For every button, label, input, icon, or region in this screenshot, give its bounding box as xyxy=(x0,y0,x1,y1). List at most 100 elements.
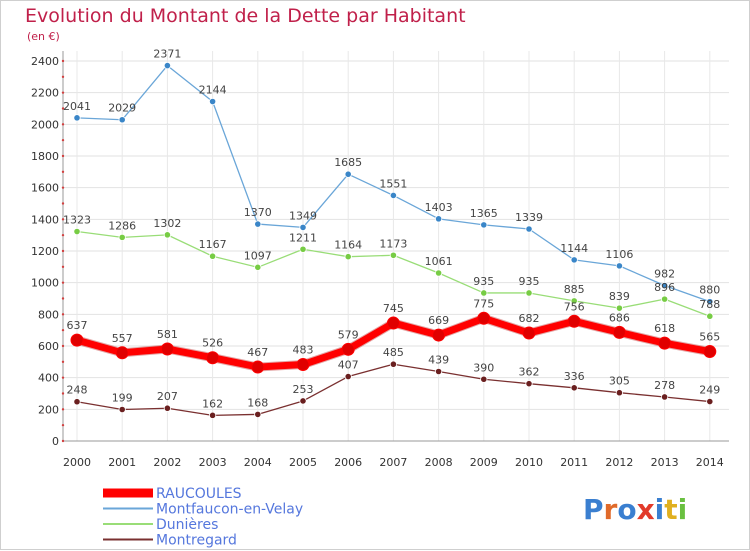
data-label: 162 xyxy=(202,397,223,410)
x-tick-label: 2005 xyxy=(289,456,317,469)
data-point xyxy=(660,393,669,401)
data-label: 745 xyxy=(383,302,404,315)
data-point xyxy=(525,289,533,297)
logo-letter: i xyxy=(655,493,665,526)
data-label: 2144 xyxy=(199,84,227,97)
data-point xyxy=(660,281,669,290)
data-point xyxy=(341,342,355,356)
data-label: 2371 xyxy=(153,48,181,61)
data-label: 618 xyxy=(654,322,675,335)
y-minor-tick xyxy=(61,123,65,126)
y-tick-label: 1600 xyxy=(31,182,59,195)
data-label: 1173 xyxy=(379,237,407,250)
y-minor-tick xyxy=(61,138,65,142)
y-tick-label: 1000 xyxy=(31,277,59,290)
x-tick-label: 2007 xyxy=(379,456,407,469)
legend-label: RAUCOULES xyxy=(156,486,242,502)
y-minor-tick xyxy=(61,328,65,332)
data-point xyxy=(567,314,581,328)
data-label: 896 xyxy=(654,281,675,294)
x-tick-label: 2014 xyxy=(696,456,724,469)
data-point xyxy=(706,397,714,406)
logo-letter: r xyxy=(604,493,618,526)
x-tick-label: 2012 xyxy=(605,456,633,469)
data-label: 1164 xyxy=(334,239,362,252)
data-point xyxy=(209,252,217,260)
data-point xyxy=(118,116,126,124)
y-tick-label: 400 xyxy=(38,372,59,385)
data-point xyxy=(434,215,443,223)
legend-label: Montfaucon-en-Velay xyxy=(156,502,303,518)
grid xyxy=(63,51,729,442)
data-point xyxy=(525,380,533,388)
y-minor-tick xyxy=(61,202,65,205)
x-tick-label: 2009 xyxy=(470,456,498,469)
y-tick-label: 1200 xyxy=(31,245,59,258)
data-label: 526 xyxy=(202,337,223,350)
x-tick-label: 2003 xyxy=(199,456,227,469)
legend-label: Montregard xyxy=(156,533,237,549)
logo-letter: t xyxy=(664,493,677,526)
y-minor-tick xyxy=(61,59,65,63)
y-minor-tick xyxy=(61,154,65,158)
data-point xyxy=(344,253,352,261)
logo-letter: x xyxy=(637,493,655,526)
data-point xyxy=(254,263,262,271)
y-minor-tick xyxy=(61,170,65,174)
logo-letter: P xyxy=(583,493,604,526)
data-point xyxy=(615,304,624,312)
data-point xyxy=(206,351,220,365)
data-point xyxy=(344,372,352,381)
data-point xyxy=(434,269,443,277)
data-point xyxy=(480,221,488,229)
x-tick-label: 2013 xyxy=(651,456,679,469)
x-tick-label: 2004 xyxy=(244,456,272,469)
y-minor-tick xyxy=(61,233,65,237)
data-label: 249 xyxy=(699,384,720,397)
data-label: 467 xyxy=(247,346,268,359)
y-minor-tick xyxy=(61,423,65,427)
y-tick-label: 2000 xyxy=(31,118,59,131)
y-minor-tick xyxy=(61,344,65,348)
data-label: 1211 xyxy=(289,231,317,244)
data-label: 253 xyxy=(293,383,314,396)
y-minor-tick xyxy=(61,376,65,379)
data-point xyxy=(254,220,262,228)
y-minor-tick xyxy=(61,360,65,364)
data-label: 1302 xyxy=(153,217,181,230)
y-tick-label: 200 xyxy=(38,403,59,416)
axes: 0 200 400 600 800 1000 1200 1400 1600 1800 2000 220… xyxy=(31,51,729,469)
data-point xyxy=(115,346,129,360)
y-minor-tick xyxy=(61,75,65,79)
y-minor-tick xyxy=(61,107,65,110)
logo-letter: o xyxy=(617,493,636,526)
data-point xyxy=(660,295,669,303)
data-point xyxy=(118,233,126,241)
data-label: 880 xyxy=(699,284,720,297)
y-minor-tick xyxy=(61,265,65,269)
chart-title: Evolution du Montant de la Dette par Hab… xyxy=(25,5,466,27)
data-label: 1551 xyxy=(379,177,407,190)
y-minor-tick xyxy=(61,249,65,253)
data-point xyxy=(118,405,126,414)
data-label: 1349 xyxy=(289,209,317,222)
data-point xyxy=(209,97,217,106)
y-minor-tick xyxy=(61,186,65,189)
data-point xyxy=(163,231,171,239)
data-point xyxy=(163,404,171,412)
data-point xyxy=(525,225,533,233)
data-point xyxy=(299,245,307,253)
data-point xyxy=(73,114,81,122)
data-label: 669 xyxy=(428,314,449,327)
data-label: 439 xyxy=(428,353,449,366)
data-label: 1097 xyxy=(244,249,272,262)
data-label: 305 xyxy=(609,375,630,388)
x-tick-label: 2002 xyxy=(153,456,181,469)
y-minor-tick xyxy=(61,408,65,411)
data-point xyxy=(658,336,672,350)
data-label: 362 xyxy=(519,366,540,379)
data-label: 1144 xyxy=(560,242,588,255)
data-point xyxy=(522,326,536,340)
data-point xyxy=(706,298,714,306)
